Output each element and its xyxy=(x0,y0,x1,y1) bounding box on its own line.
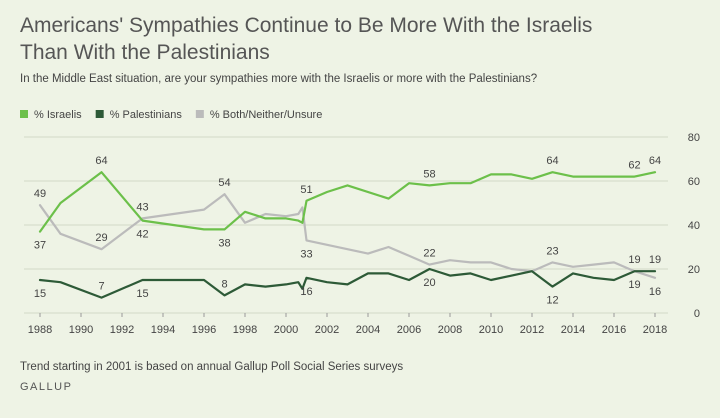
data-label-israelis: 51 xyxy=(300,184,312,196)
data-label-israelis: 64 xyxy=(546,155,558,167)
x-tick-label: 1992 xyxy=(110,324,134,336)
data-label-both-neither-unsure: 33 xyxy=(300,248,312,260)
legend-swatch-israelis xyxy=(20,110,28,118)
legend-label-both-neither-unsure: % Both/Neither/Unsure xyxy=(210,109,323,121)
data-label-israelis: 58 xyxy=(423,168,435,180)
x-tick-label: 2012 xyxy=(520,324,544,336)
data-label-palestinians: 19 xyxy=(649,254,661,266)
chart-title-line-2: Than With the Palestinians xyxy=(20,41,270,64)
x-tick-label: 1988 xyxy=(28,324,52,336)
data-label-both-neither-unsure: 29 xyxy=(95,232,107,244)
y-tick-label: 20 xyxy=(688,264,700,276)
data-label-palestinians: 12 xyxy=(546,295,558,307)
data-label-palestinians: 15 xyxy=(136,288,148,300)
data-label-both-neither-unsure: 22 xyxy=(423,248,435,260)
chart-subtitle: In the Middle East situation, are your s… xyxy=(20,73,538,85)
data-label-palestinians: 15 xyxy=(34,288,46,300)
chart-title: Americans' Sympathies Continue to Be Mor… xyxy=(20,12,700,66)
x-tick-label: 1996 xyxy=(192,324,216,336)
series-line-palestinians xyxy=(38,267,657,299)
data-label-palestinians: 20 xyxy=(423,277,435,289)
legend-label-israelis: % Israelis xyxy=(34,109,82,121)
data-label-both-neither-unsure: 23 xyxy=(546,245,558,257)
x-tick-label: 2006 xyxy=(397,324,421,336)
data-label-both-neither-unsure: 43 xyxy=(136,201,148,213)
chart-axes: 0 20 40 60 80 1988 1990 1992 1994 1996 1998 2000 200… xyxy=(28,132,700,336)
y-tick-label: 40 xyxy=(688,220,700,232)
chart-data-labels: 37 64 42 38 51 58 64 62 64 15 7 15 8 16 20 12 19 19 49 29 43… xyxy=(34,155,661,306)
data-label-israelis: 37 xyxy=(34,240,46,252)
x-tick-label: 2008 xyxy=(438,324,462,336)
legend-label-palestinians: % Palestinians xyxy=(110,109,183,121)
x-tick-label: 2014 xyxy=(561,324,585,336)
data-label-palestinians: 19 xyxy=(628,279,640,291)
chart-grid xyxy=(24,136,668,314)
y-tick-label: 80 xyxy=(688,132,700,144)
data-label-both-neither-unsure: 19 xyxy=(628,254,640,266)
y-tick-label: 0 xyxy=(694,308,700,320)
x-tick-label: 2002 xyxy=(315,324,339,336)
x-tick-label: 2018 xyxy=(643,324,667,336)
gallup-logo: GALLUP xyxy=(20,381,73,393)
series-line-both-neither-unsure xyxy=(38,193,657,279)
data-label-both-neither-unsure: 16 xyxy=(649,286,661,298)
data-label-palestinians: 16 xyxy=(300,286,312,298)
data-label-israelis: 62 xyxy=(628,160,640,172)
chart-title-line-1: Americans' Sympathies Continue to Be Mor… xyxy=(20,14,593,37)
data-label-palestinians: 8 xyxy=(221,278,227,290)
data-label-both-neither-unsure: 49 xyxy=(34,188,46,200)
x-tick-label: 2016 xyxy=(602,324,626,336)
data-label-israelis: 64 xyxy=(649,155,661,167)
y-tick-label: 60 xyxy=(688,176,700,188)
legend-swatch-both-neither-unsure xyxy=(195,110,204,118)
legend-swatch-palestinians xyxy=(95,110,104,118)
x-tick-label: 1998 xyxy=(233,324,257,336)
x-tick-label: 2010 xyxy=(479,324,503,336)
chart-series xyxy=(38,171,657,299)
chart-legend: % Israelis % Palestinians % Both/Neither/U… xyxy=(20,109,322,121)
x-tick-label: 1994 xyxy=(151,324,175,336)
data-label-both-neither-unsure: 54 xyxy=(218,177,230,189)
x-tick-label: 2000 xyxy=(274,324,298,336)
x-tick-label: 2004 xyxy=(356,324,380,336)
data-label-palestinians: 7 xyxy=(98,281,104,293)
chart-footnote: Trend starting in 2001 is based on annua… xyxy=(20,361,404,373)
data-label-israelis: 42 xyxy=(136,229,148,241)
x-tick-label: 1990 xyxy=(69,324,93,336)
series-line-israelis xyxy=(38,171,657,233)
data-label-israelis: 38 xyxy=(218,237,230,249)
data-label-israelis: 64 xyxy=(95,155,107,167)
